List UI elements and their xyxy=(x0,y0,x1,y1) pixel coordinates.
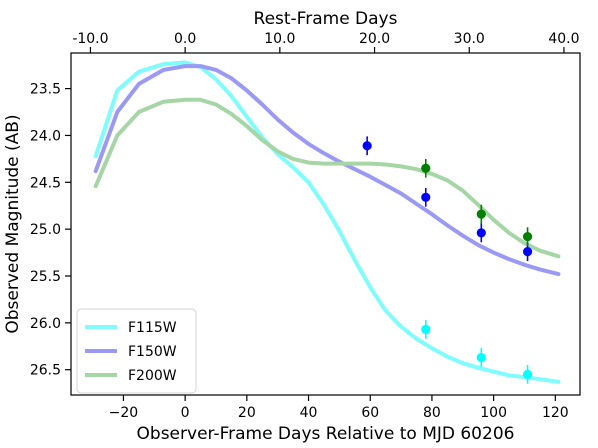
plot-area xyxy=(70,52,581,396)
legend-label-f115w: F115W xyxy=(128,320,177,336)
data-point-f115w xyxy=(522,369,533,379)
top-tick-label: 40.0 xyxy=(548,31,579,47)
x-tick-label: 40 xyxy=(300,405,318,421)
x-tick-label: 60 xyxy=(361,405,379,421)
x-axis-title: Observer-Frame Days Relative to MJD 6020… xyxy=(137,424,515,444)
x-tick-label: 20 xyxy=(238,405,256,421)
y-tick-label: 25.5 xyxy=(30,269,61,285)
top-tick-label: -10.0 xyxy=(72,31,108,47)
top-tick-label: 30.0 xyxy=(454,31,485,47)
legend-box xyxy=(76,308,197,394)
bottom-axis: −20 0 20 40 60 80 100 120 xyxy=(109,395,569,421)
data-point-f150w xyxy=(476,228,486,238)
data-point-f150w xyxy=(362,141,372,151)
top-axis-title: Rest-Frame Days xyxy=(254,9,398,29)
data-point-f200w xyxy=(476,209,486,219)
top-tick-label: 10.0 xyxy=(264,31,295,47)
x-tick-label: 120 xyxy=(542,405,569,421)
top-tick-label: 20.0 xyxy=(359,31,390,47)
data-point-f150w xyxy=(522,247,533,257)
data-point-f200w xyxy=(522,232,533,242)
points-layer xyxy=(362,136,533,384)
legend-label-f200w: F200W xyxy=(128,368,177,384)
y-tick-label: 24.5 xyxy=(30,175,61,191)
legend-label-f150w: F150W xyxy=(128,344,177,360)
y-tick-label: 23.5 xyxy=(30,82,61,98)
data-point-f150w xyxy=(421,192,431,202)
top-tick-label: 0.0 xyxy=(174,31,196,47)
y-tick-label: 26.0 xyxy=(30,316,61,332)
data-point-f200w xyxy=(421,163,431,173)
data-point-f115w xyxy=(476,352,486,363)
top-axis: -10.0 0.0 10.0 20.0 30.0 40.0 xyxy=(72,31,580,53)
x-tick-label: −20 xyxy=(109,405,139,421)
curves-layer xyxy=(93,60,561,384)
data-point-f115w xyxy=(421,324,431,335)
curve-f200w xyxy=(93,97,561,259)
curve-f150w xyxy=(93,64,561,277)
y-tick-label: 24.0 xyxy=(30,128,61,144)
left-axis: 23.5 24.0 24.5 25.0 25.5 26.0 26.5 xyxy=(30,82,71,379)
x-tick-label: 80 xyxy=(423,405,441,421)
x-tick-label: 0 xyxy=(181,405,190,421)
y-tick-label: 26.5 xyxy=(30,363,61,379)
x-tick-label: 100 xyxy=(480,405,507,421)
y-tick-label: 25.0 xyxy=(30,222,61,238)
legend: F115W F150W F200W xyxy=(76,308,197,394)
y-axis-title: Observed Magnitude (AB) xyxy=(3,114,23,333)
